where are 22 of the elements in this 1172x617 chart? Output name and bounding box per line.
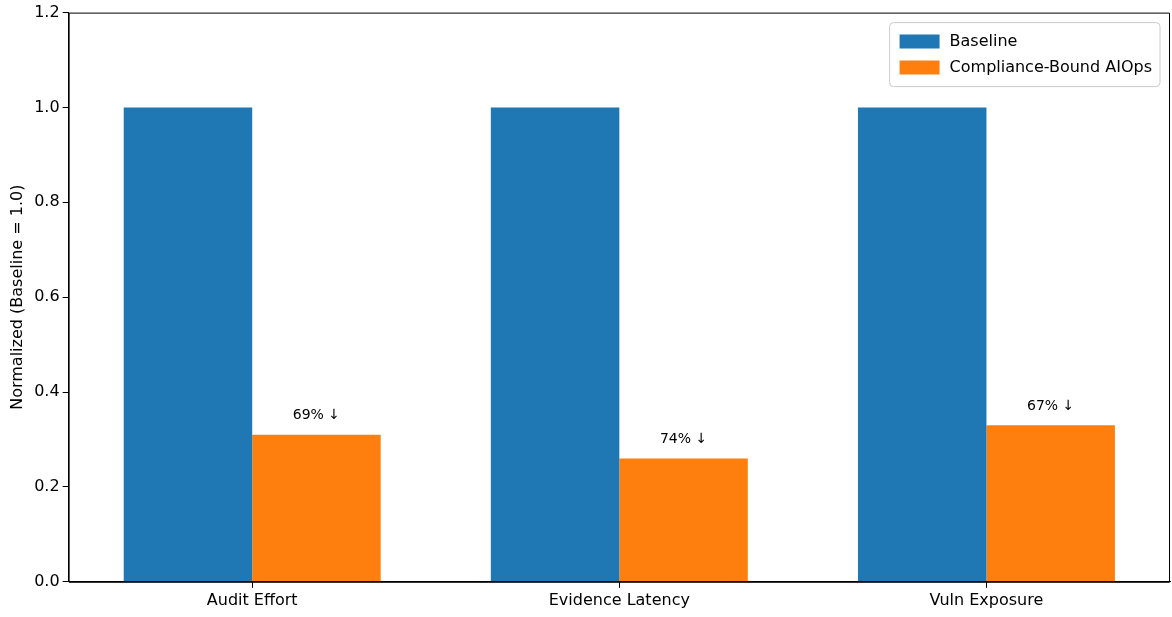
legend-label: Compliance-Bound AIOps — [949, 56, 1152, 76]
bar — [123, 107, 253, 582]
legend-label: Baseline — [949, 30, 1018, 50]
bar — [986, 425, 1115, 582]
x-tick-label: Vuln Exposure — [929, 589, 1044, 609]
bar — [490, 107, 620, 582]
y-tick-label: 0.2 — [34, 476, 60, 496]
bar — [619, 458, 748, 582]
annotation: 74% ↓ — [659, 430, 708, 447]
y-axis-title: Normalized (Baseline = 1.0) — [6, 184, 26, 410]
y-tick-label: 1.0 — [34, 96, 60, 116]
x-tick-label: Evidence Latency — [548, 589, 690, 609]
y-tick-label: 1.2 — [34, 1, 60, 21]
y-tick-label: 0.6 — [34, 286, 60, 306]
annotation: 69% ↓ — [292, 406, 341, 423]
bar — [857, 107, 987, 582]
y-tick-label: 0.8 — [34, 191, 60, 211]
x-tick-label: Audit Effort — [206, 589, 298, 609]
y-tick-label: 0.4 — [34, 381, 60, 401]
annotation: 67% ↓ — [1027, 396, 1075, 413]
bar — [252, 434, 381, 582]
y-tick-label: 0.0 — [34, 570, 60, 590]
